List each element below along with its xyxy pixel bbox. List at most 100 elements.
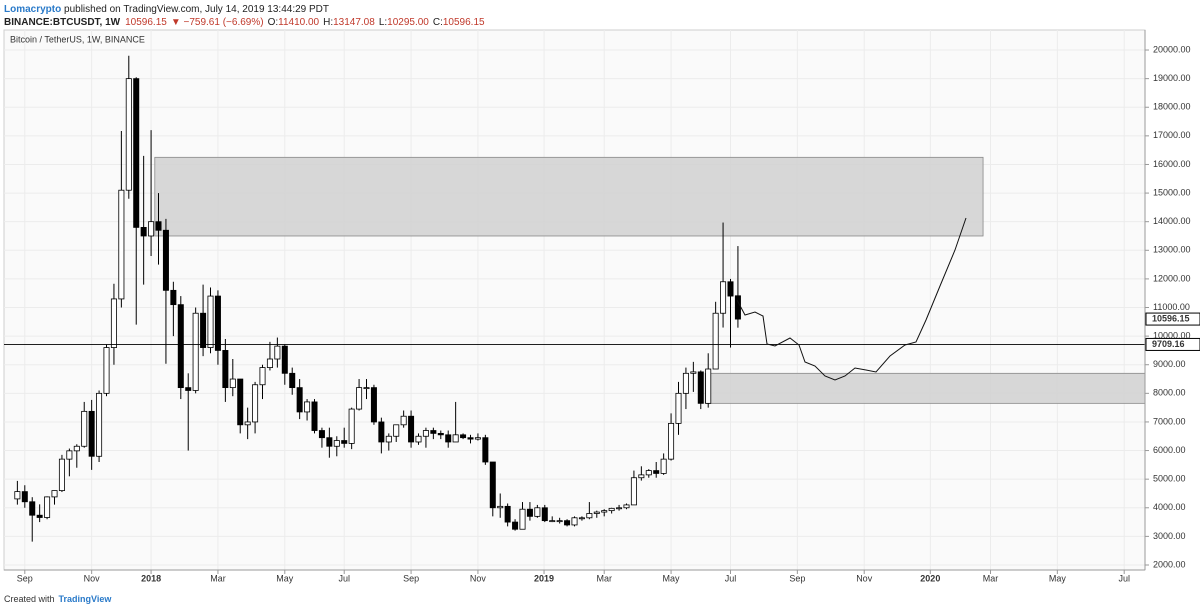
axis-labels: 2000.00 3000.00 4000.00 5000.00 6000.00 7000.… [17,44,1200,583]
candle-body [192,312,199,391]
x-tick-label: Sep [17,573,33,583]
candles [4,55,1145,542]
symbol: BINANCE:BTCUSDT, 1W [4,17,121,28]
y-tick-label: 6000.00 [1153,445,1186,455]
last-price-tag [1145,312,1200,326]
x-tick-label: Sep [789,573,805,583]
candle-body [370,387,377,423]
candle-body [133,78,140,228]
candle-body [259,367,266,386]
candle-body [660,458,667,474]
ohlc-label: L: [379,17,387,28]
candle-body [311,401,318,431]
candle-body [690,371,697,374]
y-tick-label: 13000.00 [1153,245,1191,255]
x-tick-label: Jul [338,573,350,583]
candle-body [482,437,489,463]
y-tick-label: 3000.00 [1153,531,1186,541]
candle-body [578,517,585,520]
candle-body [222,350,229,389]
author[interactable]: Lomacrypto [4,4,61,15]
candle-body [118,189,125,300]
y-tick-label: 8000.00 [1153,388,1186,398]
candle-body [385,435,392,443]
candle-body [593,511,600,514]
candle-body [504,505,511,523]
y-tick-label: 14000.00 [1153,216,1191,226]
candle-body [586,513,593,519]
candle-body [497,505,504,509]
candle-body [653,470,660,474]
x-tick-label: 2020 [920,573,940,583]
symbol-line: BINANCE:BTCUSDT, 1W 10596.15 ▼ −759.61 (−6… [4,17,485,28]
candle-body [720,281,727,314]
candle-body [304,401,311,413]
ohlc-value: 10596.15 [443,17,485,28]
candle-body [393,424,400,437]
footer-brand[interactable]: TradingView [59,594,113,604]
candle-body [734,295,741,320]
ohlc-value: 13147.08 [333,17,375,28]
candle-body [452,434,459,443]
ohlc-label: O: [268,17,279,28]
candle-body [274,345,281,360]
candle-body [415,435,422,443]
candle-body [549,520,556,523]
x-tick-label: Sep [403,573,419,583]
candle-body [73,445,80,452]
candle-body [66,450,73,460]
projection-drawing [736,217,967,381]
x-tick-label: May [663,573,681,583]
candle-body [281,345,288,374]
candle-body [445,434,452,443]
candle-body [712,312,719,370]
candle-body [682,372,689,394]
candle-body [29,501,36,516]
x-tick-label: Nov [856,573,873,583]
candle-body [341,440,348,444]
y-tick-label: 10000.00 [1153,330,1191,340]
candle-body [266,358,273,368]
x-tick-label: Nov [84,573,101,583]
y-tick-label: 9000.00 [1153,359,1186,369]
candle-body [185,387,192,391]
candle-body [177,304,184,389]
candle-body [408,415,415,443]
chart-title: Bitcoin / TetherUS, 1W, BINANCE [10,34,145,44]
candle-body [244,421,251,426]
candle-body [519,508,526,530]
y-tick-label: 12000.00 [1153,273,1191,283]
candle-body [616,507,623,510]
candle-body [96,392,103,457]
candle-body [467,437,474,440]
y-tick-label: 15000.00 [1153,187,1191,197]
ohlc-label: H: [323,17,333,28]
candle-body [668,422,675,460]
candle-body [630,477,637,506]
y-tick-label: 17000.00 [1153,130,1191,140]
x-tick-label: Mar [210,573,226,583]
candle-body [512,521,519,530]
candle-body [556,520,563,523]
candle-body [125,78,132,191]
candle-body [140,227,147,237]
candle-body [474,437,481,440]
footer: Created with TradingView [4,594,112,604]
x-tick-label: Jul [1118,573,1130,583]
candle-body [21,491,28,503]
y-tick-label: 11000.00 [1153,302,1190,312]
y-tick-label: 16000.00 [1153,159,1191,169]
candle-body [623,504,630,509]
y-tick-label: 19000.00 [1153,73,1191,83]
candle-body [541,507,548,522]
candle-body [103,347,110,394]
candle-body [348,408,355,444]
published: published on TradingView.com, July 14, 2… [61,4,329,15]
candle-body [318,430,325,439]
candle-body [430,430,437,434]
candle-body [638,474,645,479]
header-line: Lomacrypto published on TradingView.com,… [4,4,329,15]
candle-body [326,437,333,447]
footer-text: Created with [4,594,55,604]
